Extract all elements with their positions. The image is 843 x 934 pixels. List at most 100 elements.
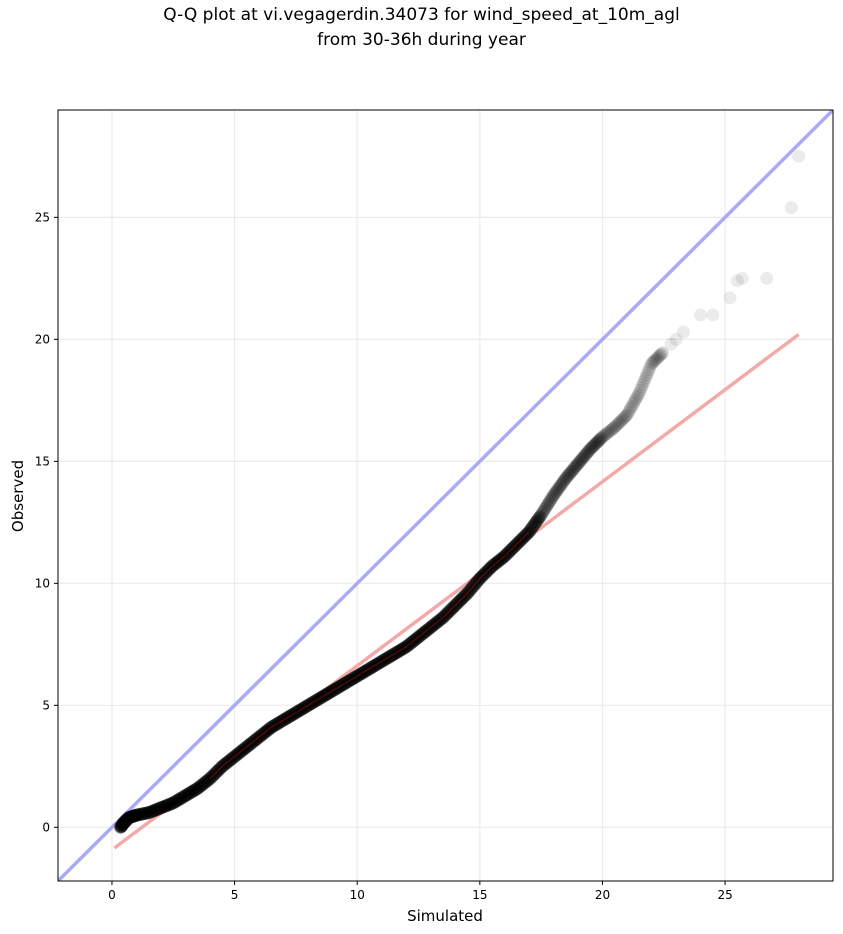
qq-point [544, 492, 558, 506]
qq-point [160, 798, 174, 812]
qq-point [540, 498, 554, 512]
qq-point [169, 794, 183, 808]
qq-point [133, 807, 147, 821]
qq-point [638, 371, 652, 385]
x-tick-label: 0 [108, 888, 116, 902]
qq-point [592, 434, 606, 448]
qq-point [134, 807, 148, 821]
qq-point [577, 449, 591, 463]
qq-point [555, 477, 569, 491]
qq-point [648, 353, 662, 367]
qq-point [567, 461, 581, 475]
qq-point [115, 818, 129, 832]
qq-point [119, 813, 133, 827]
qq-point [147, 804, 161, 818]
qq-point [549, 485, 563, 499]
y-tick-label: 10 [35, 576, 50, 590]
qq-point [604, 423, 618, 437]
qq-point [632, 386, 646, 400]
qq-point [159, 799, 173, 813]
qq-point [193, 779, 207, 793]
qq-point-tail [735, 271, 749, 285]
qq-point [180, 788, 194, 802]
qq-point [616, 412, 630, 426]
qq-point [582, 444, 596, 458]
y-tick-label: 15 [35, 454, 50, 468]
qq-point [621, 406, 635, 420]
qq-point [165, 796, 179, 810]
qq-point [636, 377, 650, 391]
qq-point [637, 374, 651, 388]
qq-point [182, 786, 196, 800]
qq-point [177, 789, 191, 803]
qq-point [141, 806, 155, 820]
qq-point [654, 347, 668, 361]
chart-title-line-1: Q-Q plot at vi.vegagerdin.34073 for wind… [163, 5, 680, 25]
qq-point [566, 463, 580, 477]
qq-point [122, 811, 136, 825]
qq-point [651, 351, 665, 365]
qq-point [554, 478, 568, 492]
qq-point [586, 440, 600, 454]
qq-point [594, 431, 608, 445]
qq-point [610, 418, 624, 432]
qq-point [598, 428, 612, 442]
qq-point [529, 515, 543, 529]
qq-point-tail [760, 271, 774, 285]
qq-point [653, 348, 667, 362]
qq-point [181, 787, 195, 801]
qq-point-tail [723, 291, 737, 305]
qq-point [152, 802, 166, 816]
grid [58, 110, 833, 881]
qq-point [643, 360, 657, 374]
qq-point [175, 791, 189, 805]
qq-point [156, 800, 170, 814]
qq-point [186, 784, 200, 798]
qq-point-tail [706, 308, 720, 322]
qq-point [645, 357, 659, 371]
qq-point [145, 804, 159, 818]
qq-point [129, 808, 143, 822]
qq-point [542, 496, 556, 510]
qq-point [155, 800, 169, 814]
qq-point [646, 356, 660, 370]
qq-point [534, 508, 548, 522]
qq-point [114, 820, 128, 834]
qq-point [121, 812, 135, 826]
qq-point [533, 510, 547, 524]
qq-point [615, 413, 629, 427]
qq-point [603, 424, 617, 438]
qq-point [187, 783, 201, 797]
qq-point [619, 409, 633, 423]
qq-point [116, 816, 130, 830]
qq-point [537, 504, 551, 518]
qq-point [652, 349, 666, 363]
qq-point [117, 816, 131, 830]
qq-point [120, 813, 134, 827]
qq-point [170, 794, 184, 808]
qq-point [587, 438, 601, 452]
qq-point [557, 473, 571, 487]
qq-point [197, 776, 211, 790]
qq-point [545, 490, 559, 504]
qq-point [528, 517, 542, 531]
qq-point [192, 780, 206, 794]
qq-point [123, 810, 137, 824]
qq-point [142, 806, 156, 820]
qq-point [122, 811, 136, 825]
qq-point [561, 468, 575, 482]
qq-point [571, 457, 585, 471]
qq-point [605, 422, 619, 436]
qq-point [618, 410, 632, 424]
qq-point [564, 466, 578, 480]
qq-point [194, 778, 208, 792]
y-tick-label: 5 [42, 698, 50, 712]
qq-point [139, 806, 153, 820]
qq-point [630, 390, 644, 404]
qq-point [120, 813, 134, 827]
qq-point [119, 814, 133, 828]
qq-point [138, 806, 152, 820]
qq-point [576, 451, 590, 465]
x-axis-label: Simulated [407, 907, 483, 925]
qq-point-tail [664, 337, 678, 351]
